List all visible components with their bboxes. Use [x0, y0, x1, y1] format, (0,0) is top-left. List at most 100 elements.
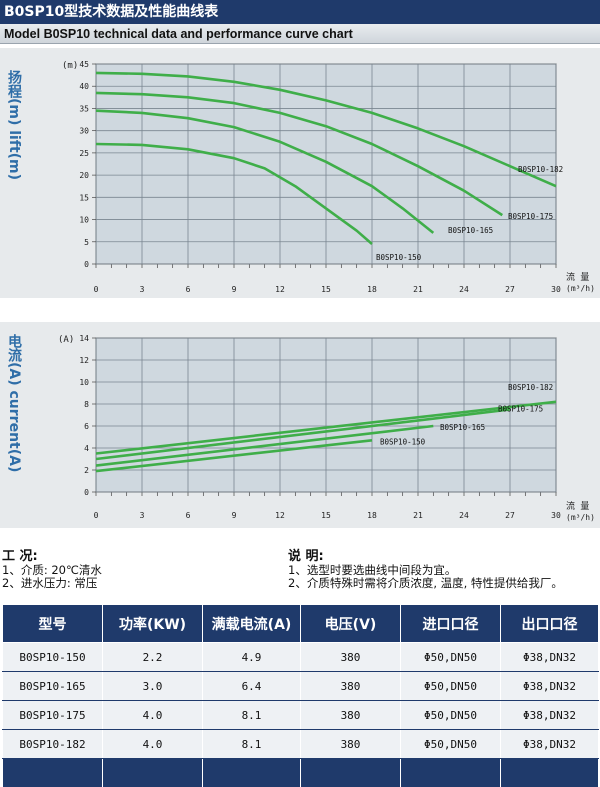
cell-inlet: Φ50,DN50: [400, 700, 501, 730]
y-tick-label: 30: [79, 127, 89, 136]
col-header-current: 满载电流(A): [202, 604, 301, 643]
current-x-label: 流 量: [566, 500, 589, 512]
current-y-unit: (A): [58, 335, 74, 345]
table-row-empty: [2, 758, 599, 787]
current-x-unit: (m³/h): [566, 513, 595, 522]
y-tick-label: 0: [84, 488, 89, 497]
cell-inlet: Φ50,DN50: [400, 642, 501, 672]
y-tick-label: 6: [84, 422, 89, 431]
cell-inlet: Φ50,DN50: [400, 729, 501, 759]
x-tick-label: 18: [367, 285, 377, 294]
page-title: B0SP10型技术数据及性能曲线表: [0, 0, 600, 24]
table-row: B0SP10-175 4.0 8.1 380 Φ50,DN50 Φ38,DN32: [2, 700, 599, 730]
col-header-model: 型号: [2, 604, 103, 643]
y-tick-label: 10: [79, 378, 89, 387]
series-label: B0SP10-175: [508, 212, 553, 221]
remark-item: 1、选型时要选曲线中间段为宜。: [288, 563, 457, 577]
head-x-unit: (m³/h): [566, 284, 595, 293]
series-line: [95, 109, 435, 234]
condition-item: 1、介质: 20℃清水: [2, 563, 102, 577]
series-label: B0SP10-150: [376, 253, 422, 262]
spec-table: 型号 功率(KW) 满载电流(A) 电压(V) 进口口径 出口口径 B0SP10…: [2, 604, 599, 787]
cell-outlet: Φ38,DN32: [500, 729, 599, 759]
remark-item: 2、介质特殊时需将介质浓度, 温度, 特性提供给我厂。: [288, 576, 563, 590]
working-conditions: 工 况: 1、介质: 20℃清水 2、进水压力: 常压: [2, 545, 102, 590]
table-row: B0SP10-165 3.0 6.4 380 Φ50,DN50 Φ38,DN32: [2, 671, 599, 701]
x-tick-label: 27: [505, 285, 515, 294]
series-label: B0SP10-175: [498, 405, 543, 414]
cell-outlet: Φ38,DN32: [500, 642, 599, 672]
cell-model: B0SP10-165: [2, 671, 103, 701]
cell-voltage: 380: [300, 642, 401, 672]
x-tick-label: 9: [232, 511, 237, 520]
remarks-title: 说 明:: [288, 549, 324, 564]
head-y-unit: (m): [62, 61, 78, 71]
x-tick-label: 30: [551, 285, 561, 294]
x-tick-label: 3: [140, 285, 145, 294]
y-tick-label: 0: [84, 260, 89, 269]
table-row: B0SP10-182 4.0 8.1 380 Φ50,DN50 Φ38,DN32: [2, 729, 599, 759]
x-tick-label: 24: [459, 285, 469, 294]
series-label: B0SP10-165: [440, 423, 485, 432]
col-header-inlet: 进口口径: [400, 604, 501, 643]
empty-cell: [400, 758, 501, 787]
cell-current: 6.4: [202, 671, 301, 701]
head-chart-panel: 扬程(m) lift(m) 0 3 6 9 12 15 18 21 24 27 30 0 5 10 15 20…: [0, 48, 600, 298]
x-tick-label: 24: [459, 511, 469, 520]
current-performance-chart: 0 3 6 9 12 15 18 21 24 27 3002468101214B0SP10-182B…: [58, 334, 595, 522]
y-tick-label: 10: [79, 216, 89, 225]
condition-item: 2、进水压力: 常压: [2, 576, 98, 590]
series-line: [95, 142, 373, 245]
y-tick-label: 12: [79, 356, 89, 365]
y-tick-label: 25: [79, 149, 89, 158]
x-tick-label: 27: [505, 511, 515, 520]
y-tick-label: 15: [79, 193, 89, 202]
x-tick-label: 3: [140, 511, 145, 520]
x-tick-label: 21: [413, 285, 423, 294]
series-line: [95, 91, 503, 217]
y-tick-label: 45: [79, 60, 89, 69]
cell-model: B0SP10-150: [2, 642, 103, 672]
cell-current: 4.9: [202, 642, 301, 672]
series-line: [95, 408, 511, 461]
cell-power: 2.2: [102, 642, 203, 672]
x-tick-label: 9: [232, 285, 237, 294]
series-line: [95, 439, 373, 473]
cell-power: 3.0: [102, 671, 203, 701]
plot-area: 0 3 6 9 12 15 18 21 24 27 30 0 5 10 15 20 25 30 35 40 45 B0SP…: [79, 60, 563, 294]
cell-power: 4.0: [102, 700, 203, 730]
x-tick-label: 21: [413, 511, 423, 520]
x-tick-label: 12: [275, 285, 285, 294]
cell-model: B0SP10-175: [2, 700, 103, 730]
empty-cell: [102, 758, 203, 787]
x-tick-label: 0: [94, 511, 99, 520]
x-tick-label: 30: [551, 511, 561, 520]
cell-current: 8.1: [202, 700, 301, 730]
series-line: [95, 424, 434, 467]
current-chart-panel: 电流(A) current(A) 0 3 6 9 12 15 18 21 24 27 30 0 2 4 6 8…: [0, 322, 600, 528]
col-header-outlet: 出口口径: [500, 604, 599, 643]
series-label: B0SP10-150: [380, 437, 426, 446]
table-header-row: 型号 功率(KW) 满载电流(A) 电压(V) 进口口径 出口口径: [2, 604, 599, 643]
cell-model: B0SP10-182: [2, 729, 103, 759]
series-line: [95, 71, 557, 188]
cell-voltage: 380: [300, 729, 401, 759]
head-axis-label: 扬程(m) lift(m): [6, 70, 22, 181]
notes-section: 工 况: 1、介质: 20℃清水 2、进水压力: 常压 说 明: 1、选型时要选…: [0, 545, 600, 595]
cell-voltage: 380: [300, 700, 401, 730]
remarks: 说 明: 1、选型时要选曲线中间段为宜。 2、介质特殊时需将介质浓度, 温度, …: [288, 545, 563, 590]
cell-outlet: Φ38,DN32: [500, 700, 599, 730]
series-label: B0SP10-182: [508, 383, 553, 392]
page-subtitle: Model B0SP10 technical data and performa…: [0, 24, 600, 44]
cell-inlet: Φ50,DN50: [400, 671, 501, 701]
y-tick-label: 40: [79, 82, 89, 91]
cell-voltage: 380: [300, 671, 401, 701]
x-tick-label: 0: [94, 285, 99, 294]
empty-cell: [300, 758, 401, 787]
y-tick-label: 2: [84, 466, 89, 475]
head-x-label: 流 量: [566, 271, 589, 283]
col-header-power: 功率(KW): [102, 604, 203, 643]
x-tick-label: 6: [186, 285, 191, 294]
y-tick-label: 35: [79, 104, 89, 113]
y-tick-label: 8: [84, 400, 89, 409]
